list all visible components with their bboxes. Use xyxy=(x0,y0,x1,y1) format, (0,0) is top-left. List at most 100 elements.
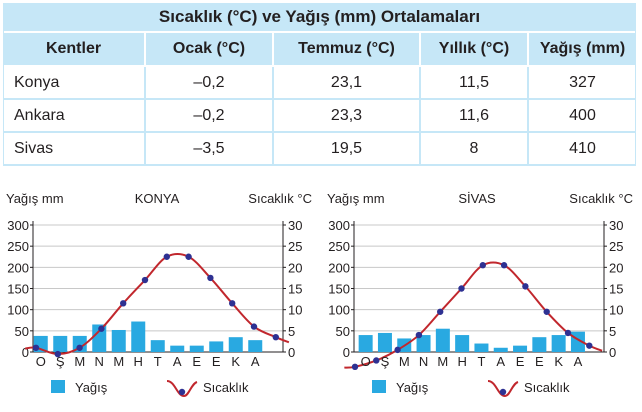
legend-line-swatch xyxy=(166,380,198,398)
left-tick-label: 100 xyxy=(7,303,29,318)
month-label: A xyxy=(251,354,260,369)
header-ocak: Ocak (°C) xyxy=(146,33,274,65)
header-yagis: Yağış (mm) xyxy=(539,40,626,57)
left-tick-label: 250 xyxy=(7,239,29,254)
right-tick-label: 10 xyxy=(609,303,623,318)
precip-bar xyxy=(532,337,547,352)
row-yagis: 327 xyxy=(569,73,596,91)
month-label: M xyxy=(74,354,85,369)
right-tick-label: 15 xyxy=(609,282,623,297)
table-row: Ankara –0,2 23,3 11,6 400 xyxy=(3,100,636,133)
header-kentler: Kentler xyxy=(3,33,146,65)
temperature-point xyxy=(163,253,170,260)
left-tick-label: 150 xyxy=(328,282,350,297)
precip-bar xyxy=(228,337,243,352)
legend-bar-swatch xyxy=(51,380,65,393)
right-tick-label: 20 xyxy=(288,260,302,275)
precip-bar xyxy=(248,340,263,352)
month-label: A xyxy=(173,354,182,369)
left-tick-label: 50 xyxy=(336,324,350,339)
legend-point-swatch xyxy=(499,388,507,396)
left-axis-label: Yağış mm xyxy=(6,191,64,206)
month-label: K xyxy=(231,354,240,369)
temperature-point xyxy=(98,325,105,332)
precip-bar xyxy=(189,345,204,352)
month-label: A xyxy=(496,354,505,369)
month-label: O xyxy=(36,354,46,369)
precip-bar xyxy=(170,345,185,352)
month-label: Ş xyxy=(381,354,390,369)
chart-title: KONYA xyxy=(135,191,180,206)
row-city: Konya xyxy=(3,67,146,98)
month-label: N xyxy=(419,354,428,369)
month-label: M xyxy=(437,354,448,369)
temperature-point xyxy=(522,283,529,290)
temperature-point xyxy=(54,350,61,358)
precip-bar xyxy=(551,335,566,352)
temperature-point xyxy=(185,253,192,260)
row-city: Sivas xyxy=(3,133,146,164)
precip-bar xyxy=(416,335,431,352)
row-yillik: 8 xyxy=(421,133,529,164)
right-tick-label: 15 xyxy=(288,282,302,297)
right-tick-label: 25 xyxy=(288,239,302,254)
row-yillik: 11,5 xyxy=(421,67,529,98)
temperature-point xyxy=(32,344,40,351)
right-tick-label: 0 xyxy=(288,345,295,360)
left-tick-label: 300 xyxy=(7,218,29,233)
temperature-point xyxy=(120,300,127,307)
month-label: E xyxy=(535,354,544,369)
temperature-point xyxy=(437,308,444,315)
left-tick-label: 250 xyxy=(328,239,350,254)
month-label: M xyxy=(399,354,410,369)
left-tick-label: 0 xyxy=(343,345,350,360)
temperature-point xyxy=(250,323,258,330)
temperature-point xyxy=(394,346,401,354)
table-header-row: Kentler Ocak (°C) Temmuz (°C) Yıllık (°C… xyxy=(3,33,636,67)
month-label: H xyxy=(134,354,143,369)
left-tick-label: 100 xyxy=(328,303,350,318)
temperature-point xyxy=(479,262,486,269)
precip-bar xyxy=(72,335,87,352)
row-temmuz: 23,1 xyxy=(274,67,421,98)
row-yagis: 410 xyxy=(569,139,596,157)
temperature-point xyxy=(458,285,465,292)
month-label: M xyxy=(113,354,124,369)
precip-bar xyxy=(150,340,165,352)
legend-label-precip: Yağış xyxy=(396,380,429,395)
precip-bar xyxy=(474,343,489,352)
right-tick-label: 30 xyxy=(288,218,302,233)
precip-bar xyxy=(377,332,392,352)
month-label: T xyxy=(154,354,162,369)
left-tick-label: 150 xyxy=(7,282,29,297)
right-tick-label: 10 xyxy=(288,303,302,318)
right-tick-label: 0 xyxy=(609,345,616,360)
temperature-point xyxy=(207,274,214,282)
right-tick-label: 30 xyxy=(609,218,623,233)
precip-bar xyxy=(53,335,68,352)
temperature-point xyxy=(415,331,423,339)
left-tick-label: 50 xyxy=(15,324,29,339)
precip-bar xyxy=(435,328,450,352)
temperature-point xyxy=(351,363,359,371)
precip-bar xyxy=(131,321,146,352)
table-row: Konya –0,2 23,1 11,5 327 xyxy=(3,67,636,100)
left-tick-label: 200 xyxy=(328,260,350,275)
legend-label-temp: Sıcaklık xyxy=(203,380,249,395)
month-label: O xyxy=(361,354,371,369)
month-label: K xyxy=(554,354,563,369)
row-ocak: –0,2 xyxy=(146,100,274,131)
right-tick-label: 20 xyxy=(609,260,623,275)
row-ocak: –0,2 xyxy=(146,67,274,98)
temperature-point xyxy=(229,300,236,307)
temperature-point xyxy=(272,333,279,341)
month-label: E xyxy=(516,354,525,369)
temperature-point xyxy=(543,308,550,315)
left-tick-label: 300 xyxy=(328,218,350,233)
row-yillik: 11,6 xyxy=(421,100,529,131)
row-yagis: 400 xyxy=(569,106,596,124)
temperature-point xyxy=(500,262,508,269)
right-tick-label: 5 xyxy=(609,324,616,339)
month-label: H xyxy=(457,354,466,369)
